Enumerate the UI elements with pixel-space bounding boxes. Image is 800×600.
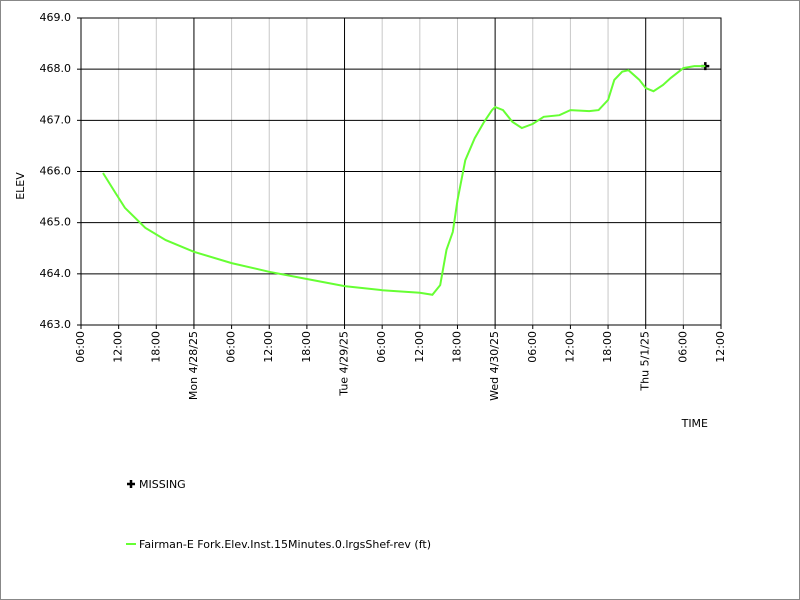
x-tick-label: 06:00	[225, 331, 238, 363]
y-tick-label: 468.0	[40, 62, 72, 75]
x-tick-label: 12:00	[262, 331, 275, 363]
x-tick-label: 18:00	[601, 331, 614, 363]
x-tick-label: 06:00	[74, 331, 87, 363]
x-tick-label: 06:00	[375, 331, 388, 363]
x-tick-label: Wed 4/30/25	[488, 331, 501, 401]
y-tick-label: 466.0	[40, 165, 72, 178]
x-tick-label: 12:00	[714, 331, 727, 363]
x-tick-label: 12:00	[413, 331, 426, 363]
y-tick-label: 463.0	[40, 318, 72, 331]
legend-marker	[127, 480, 135, 488]
x-tick-label: 12:00	[112, 331, 125, 363]
plot-border	[80, 17, 722, 326]
x-tick-label: Thu 5/1/25	[639, 331, 652, 392]
x-axis-label: TIME	[681, 417, 708, 430]
x-tick-label: 18:00	[149, 331, 162, 363]
x-tick-label: 12:00	[563, 331, 576, 363]
y-tick-label: 467.0	[40, 113, 72, 126]
x-tick-label: 06:00	[526, 331, 539, 363]
legend-label: MISSING	[139, 478, 186, 491]
x-tick-label: Mon 4/28/25	[187, 331, 200, 400]
x-tick-label: 06:00	[676, 331, 689, 363]
x-tick-label: 18:00	[450, 331, 463, 363]
data-line	[102, 65, 706, 296]
y-axis-label: ELEV	[14, 172, 27, 200]
y-tick-label: 464.0	[40, 267, 72, 280]
x-tick-label: 18:00	[300, 331, 313, 363]
y-tick-label: 469.0	[40, 11, 72, 24]
legend-label: Fairman-E Fork.Elev.Inst.15Minutes.0.lrg…	[139, 538, 431, 551]
x-tick-label: Tue 4/29/25	[338, 331, 351, 397]
y-tick-label: 465.0	[40, 216, 72, 229]
